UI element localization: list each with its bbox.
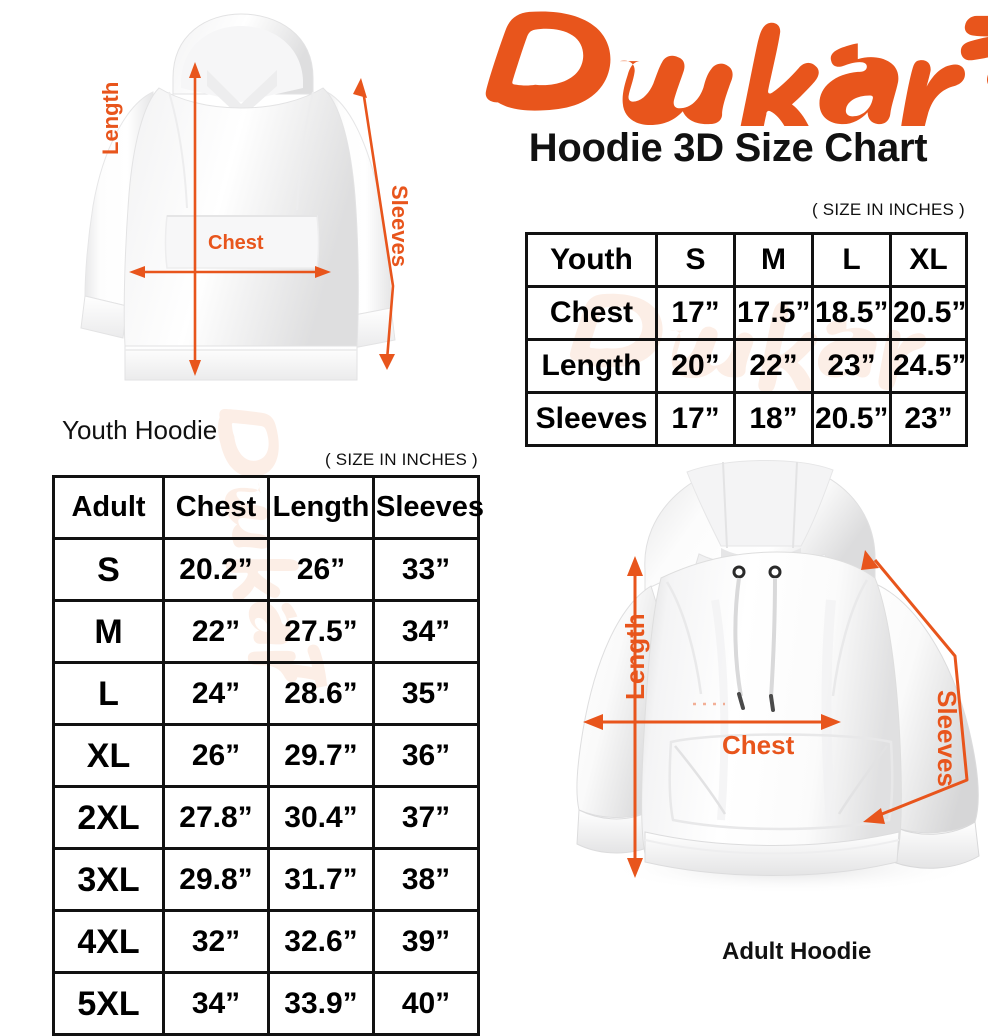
adult-chest-cell: 20.2” [162, 537, 270, 602]
adult-size-label: 4XL [52, 909, 165, 974]
adult-chest-cell: 27.8” [162, 785, 270, 850]
youth-cell: 20.5” [811, 391, 892, 447]
adult-length-cell: 30.4” [267, 785, 375, 850]
adult-chest-cell: 34” [162, 971, 270, 1036]
youth-size-header: L [811, 232, 892, 288]
youth-units-note: ( SIZE IN INCHES ) [812, 200, 965, 219]
youth-cell: 17.5” [733, 285, 814, 341]
adult-units-note: ( SIZE IN INCHES ) [325, 450, 478, 469]
adult-sleeves-cell: 38” [372, 847, 480, 912]
adult-sleeves-cell: 37” [372, 785, 480, 850]
adult-column-header: Chest [162, 475, 270, 540]
adult-chest-cell: 29.8” [162, 847, 270, 912]
youth-size-header: S [655, 232, 736, 288]
table-row: Sleeves 17” 18” 20.5” 23” [525, 391, 968, 447]
table-row: Length 20” 22” 23” 24.5” [525, 338, 968, 394]
youth-row-label: Length [525, 338, 658, 394]
adult-chest-cell: 26” [162, 723, 270, 788]
adult-chest-cell: 32” [162, 909, 270, 974]
adult-length-cell: 28.6” [267, 661, 375, 726]
adult-hoodie-caption: Adult Hoodie [722, 938, 872, 965]
table-row: L 24” 28.6” 35” [52, 661, 480, 726]
youth-cell: 17” [655, 285, 736, 341]
table-row: Adult Chest Length Sleeves [52, 475, 484, 540]
youth-cell: 20.5” [889, 285, 968, 341]
youth-size-header: M [733, 232, 814, 288]
adult-sleeves-cell: 35” [372, 661, 480, 726]
adult-chest-measure-label: Chest [722, 730, 795, 760]
table-row: 4XL 32” 32.6” 39” [52, 909, 480, 974]
youth-size-header: XL [889, 232, 968, 288]
adult-size-label: 2XL [52, 785, 165, 850]
adult-sleeves-cell: 34” [372, 599, 480, 664]
adult-column-header: Length [267, 475, 375, 540]
adult-size-label: 3XL [52, 847, 165, 912]
youth-cell: 18” [733, 391, 814, 447]
table-row: 3XL 29.8” 31.7” 38” [52, 847, 480, 912]
youth-hoodie-caption: Youth Hoodie [62, 415, 218, 445]
table-row: S 20.2” 26” 33” [52, 537, 480, 602]
page-title: Hoodie 3D Size Chart [528, 126, 928, 170]
youth-size-table: Youth S M L XL Chest 17” 17.5” 18.5” 20.… [525, 232, 968, 447]
brand-logo [468, 8, 988, 126]
youth-length-measure-label: Length [98, 81, 123, 155]
adult-sleeves-measure-label: Sleeves [932, 690, 962, 787]
youth-sleeves-measure-label: Sleeves [387, 185, 412, 267]
youth-corner-label: Youth [525, 232, 658, 288]
table-row: Chest 17” 17.5” 18.5” 20.5” [525, 285, 968, 341]
adult-length-cell: 32.6” [267, 909, 375, 974]
adult-length-cell: 33.9” [267, 971, 375, 1036]
youth-row-label: Sleeves [525, 391, 658, 447]
adult-sleeves-cell: 40” [372, 971, 480, 1036]
youth-cell: 22” [733, 338, 814, 394]
adult-size-label: 5XL [52, 971, 165, 1036]
adult-chest-cell: 24” [162, 661, 270, 726]
size-chart-canvas: Hoodie 3D Size Chart [52, 8, 990, 1036]
adult-size-label: S [52, 537, 165, 602]
youth-cell: 17” [655, 391, 736, 447]
adult-hoodie-illustration [575, 450, 990, 930]
adult-chest-cell: 22” [162, 599, 270, 664]
youth-cell: 18.5” [811, 285, 892, 341]
youth-hoodie-illustration [55, 8, 475, 408]
table-row: M 22” 27.5” 34” [52, 599, 480, 664]
table-row: XL 26” 29.7” 36” [52, 723, 480, 788]
adult-column-header: Sleeves [372, 475, 484, 540]
adult-sleeves-cell: 33” [372, 537, 480, 602]
adult-sleeves-cell: 36” [372, 723, 480, 788]
table-row: 5XL 34” 33.9” 40” [52, 971, 480, 1036]
table-row: Youth S M L XL [525, 232, 968, 288]
adult-size-table: Adult Chest Length Sleeves S 20.2” 26” 3… [52, 475, 484, 1036]
table-row: 2XL 27.8” 30.4” 37” [52, 785, 480, 850]
adult-length-cell: 26” [267, 537, 375, 602]
adult-size-label: XL [52, 723, 165, 788]
youth-row-label: Chest [525, 285, 658, 341]
youth-cell: 23” [811, 338, 892, 394]
adult-length-cell: 29.7” [267, 723, 375, 788]
adult-column-header: Adult [52, 475, 165, 540]
youth-cell: 24.5” [889, 338, 968, 394]
adult-length-cell: 27.5” [267, 599, 375, 664]
youth-cell: 23” [889, 391, 968, 447]
youth-chest-measure-label: Chest [208, 232, 264, 254]
adult-size-label: L [52, 661, 165, 726]
youth-cell: 20” [655, 338, 736, 394]
adult-sleeves-cell: 39” [372, 909, 480, 974]
adult-length-measure-label: Length [620, 613, 650, 700]
adult-size-label: M [52, 599, 165, 664]
adult-length-cell: 31.7” [267, 847, 375, 912]
